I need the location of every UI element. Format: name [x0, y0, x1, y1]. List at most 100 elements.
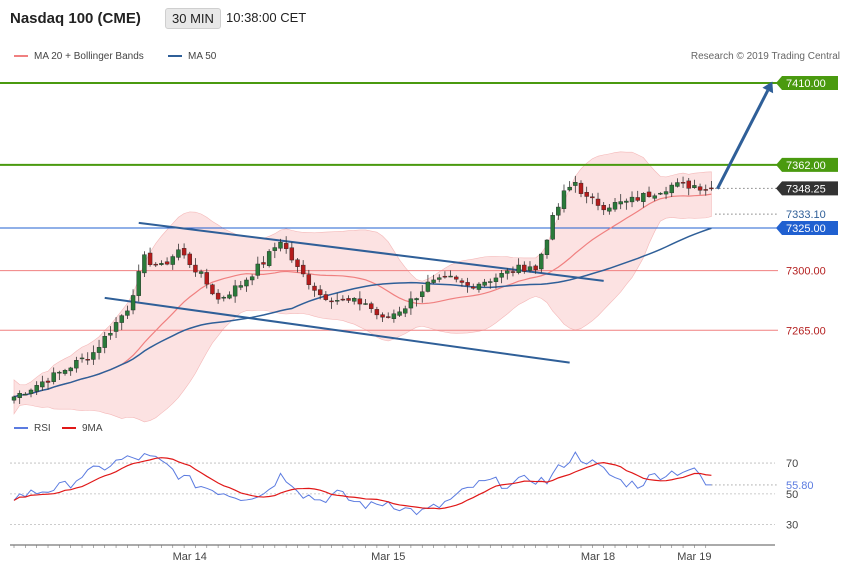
candle-body [96, 347, 102, 353]
candle-body [346, 298, 351, 301]
candle-body [193, 264, 198, 273]
candle-body [635, 197, 640, 201]
legend-ma20: MA 20 + Bollinger Bands [14, 51, 144, 62]
candle-body [369, 303, 374, 309]
time-label-mar-19: Mar 19 [677, 551, 711, 563]
candle-body [130, 295, 136, 311]
candle-body [272, 247, 278, 251]
candle-body [261, 262, 266, 265]
legend-ma50: MA 50 [168, 51, 216, 62]
candle-body [437, 277, 442, 280]
ma20-line [13, 193, 712, 398]
candle-body [425, 281, 431, 292]
price-tag-7348.25 [776, 181, 838, 196]
candle-body [471, 286, 476, 289]
candle-body [68, 367, 73, 372]
candle-body [454, 276, 459, 280]
candle-body [686, 180, 691, 189]
candle-body [658, 192, 663, 195]
candle-body [703, 189, 708, 191]
candle-body [675, 182, 680, 187]
candle-body [62, 370, 68, 374]
candle-body [17, 393, 22, 398]
candle-body [652, 195, 657, 199]
candle-body [493, 277, 499, 282]
chart-header: Nasdaq 100 (CME) 30 MIN 10:38:00 CET [0, 0, 850, 38]
candle-body [215, 292, 221, 300]
candle-body [113, 322, 119, 332]
rsi-panel: 70 50 30 55.80 [10, 451, 814, 532]
candle-body [595, 198, 601, 206]
copyright: Research © 2019 Trading Central [690, 51, 840, 62]
candle-body [544, 239, 550, 255]
candle-body [505, 270, 510, 274]
candle-body [629, 196, 635, 203]
candle-body [283, 243, 289, 249]
arrow-head [762, 81, 774, 94]
candle-body [244, 279, 249, 287]
candle-body [11, 396, 17, 401]
projection-arrow [716, 81, 774, 190]
candle-body [34, 385, 39, 392]
channel-lower-line [104, 296, 570, 364]
price-tag-7362.00 [776, 157, 838, 172]
candle-body [408, 298, 414, 309]
candle-body [527, 266, 533, 271]
price-tag-7410.00 [776, 76, 838, 91]
candle-body [709, 187, 714, 190]
candle-body [51, 372, 56, 382]
price-tag-7325.00 [776, 220, 838, 235]
candle-body [567, 186, 572, 191]
candle-body [329, 300, 334, 303]
candle-body [680, 182, 686, 184]
legend-ma20-label: MA 20 + Bollinger Bands [34, 51, 144, 62]
rsi-line [13, 451, 712, 516]
candle-body [147, 252, 153, 265]
candle-body [278, 241, 283, 249]
rsi-tick-30: 30 [786, 520, 798, 532]
candle-body [414, 298, 419, 301]
candle-body [363, 303, 368, 305]
candle-body [221, 296, 226, 299]
candle-body [306, 274, 312, 285]
candle-body [119, 315, 124, 323]
time-label-mar-18: Mar 18 [581, 551, 615, 563]
price-label-7333.10: 7333.10 [786, 209, 826, 221]
price-label-7362.00: 7362.00 [786, 160, 826, 172]
timeframe-badge[interactable]: 30 MIN [165, 8, 221, 29]
candle-body [227, 294, 232, 299]
legend-rsi-ma: 9MA [62, 423, 103, 434]
candle-body [420, 291, 425, 297]
candle-body [386, 316, 391, 318]
candle-body [125, 310, 130, 316]
candle-body [79, 357, 85, 360]
timestamp: 10:38:00 CET [226, 10, 307, 25]
candle-body [397, 311, 402, 316]
rsi-tick-50: 50 [786, 489, 798, 501]
candle-body [357, 298, 363, 305]
candle-body [164, 261, 170, 265]
candle-body [573, 182, 578, 186]
candle-body [108, 332, 113, 336]
candle-body [646, 191, 652, 197]
candle-body [510, 271, 516, 273]
candle-body [136, 271, 141, 296]
candle-body [295, 259, 300, 267]
legend-rsi: RSI [14, 423, 51, 434]
candle-body [323, 294, 329, 300]
candle-body [692, 185, 697, 189]
candle-body [210, 284, 215, 295]
ma50-line [13, 227, 712, 398]
candle-body [289, 247, 295, 261]
candle-body [380, 314, 385, 318]
candle-body [533, 265, 538, 271]
candle-body [442, 275, 448, 278]
candle-body [85, 359, 90, 361]
candle-body [516, 264, 521, 273]
price-label-7410.00: 7410.00 [786, 78, 826, 90]
candle-body [391, 313, 397, 319]
candle-body [550, 215, 555, 240]
candle-body [601, 205, 606, 211]
candle-body [187, 253, 192, 265]
